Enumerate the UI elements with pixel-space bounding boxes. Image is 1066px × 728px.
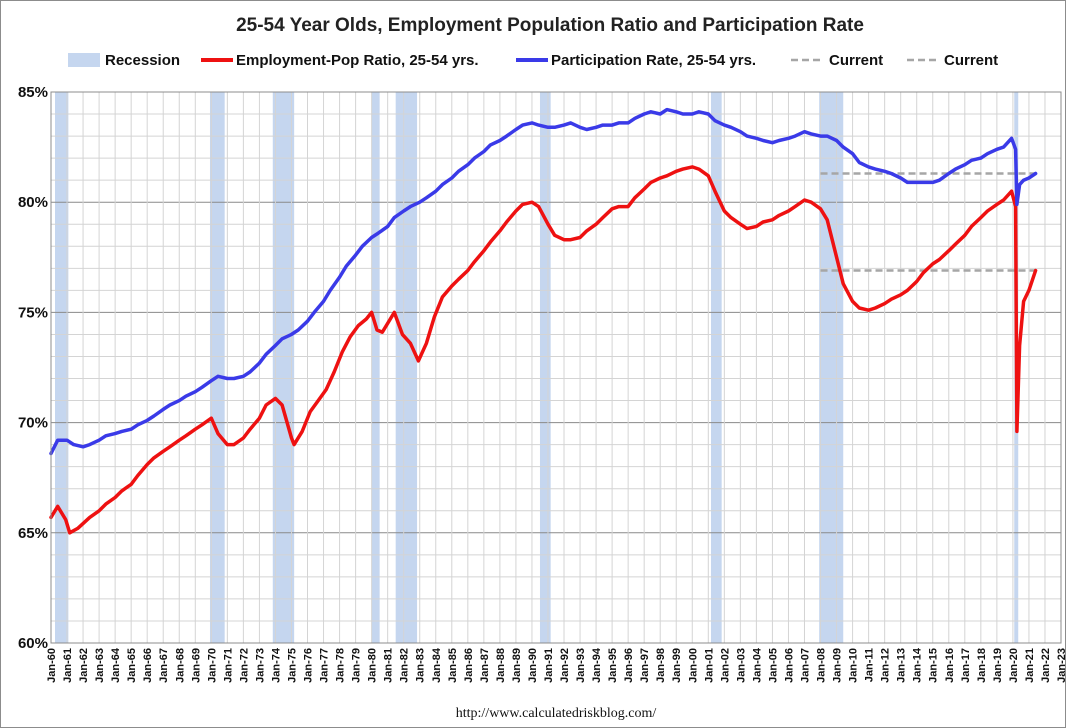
x-tick-label: Jan-05	[767, 648, 779, 683]
x-tick-label: Jan-98	[655, 648, 667, 683]
x-tick-label: Jan-03	[735, 648, 747, 683]
x-tick-label: Jan-11	[864, 648, 876, 682]
x-tick-label: Jan-02	[719, 648, 731, 683]
x-tick-label: Jan-91	[543, 648, 555, 683]
x-tick-label: Jan-73	[254, 648, 266, 683]
series-lines	[49, 107, 1038, 535]
x-tick-label: Jan-68	[174, 648, 186, 683]
x-tick-label: Jan-23	[1056, 648, 1065, 683]
x-tick-label: Jan-96	[623, 648, 635, 683]
y-tick-label: 75%	[18, 304, 48, 321]
x-tick-label: Jan-08	[816, 648, 828, 683]
x-tick-label: Jan-89	[511, 648, 523, 683]
x-tick-label: Jan-22	[1040, 648, 1052, 683]
x-tick-label: Jan-70	[206, 648, 218, 683]
x-tick-label: Jan-60	[46, 648, 58, 683]
series-line	[49, 107, 1038, 456]
legend: Recession Employment-Pop Ratio, 25-54 yrs…	[68, 52, 998, 69]
x-tick-label: Jan-66	[142, 648, 154, 683]
y-tick-label: 70%	[18, 415, 48, 432]
x-tick-label: Jan-16	[944, 648, 956, 683]
series-line	[49, 165, 1038, 535]
x-tick-label: Jan-20	[1008, 648, 1020, 683]
x-tick-label: Jan-97	[639, 648, 651, 683]
x-tick-label: Jan-81	[383, 648, 395, 683]
x-tick-label: Jan-61	[62, 648, 74, 683]
x-tick-label: Jan-62	[78, 648, 90, 683]
x-tick-label: Jan-78	[335, 648, 347, 683]
x-tick-label: Jan-01	[703, 648, 715, 683]
legend-label: Current	[829, 52, 883, 69]
y-tick-label: 80%	[18, 194, 48, 211]
x-tick-label: Jan-74	[270, 647, 282, 683]
y-axis-ticks: 60% 65% 70% 75% 80% 85%	[18, 84, 48, 652]
x-tick-label: Jan-76	[303, 648, 315, 683]
legend-swatch-recession	[68, 53, 100, 67]
x-tick-label: Jan-90	[527, 648, 539, 683]
x-tick-label: Jan-18	[976, 648, 988, 683]
x-tick-label: Jan-71	[222, 648, 234, 683]
chart-title: 25-54 Year Olds, Employment Population R…	[236, 15, 864, 36]
x-tick-label: Jan-80	[367, 648, 379, 683]
recession-band	[819, 92, 844, 643]
x-tick-label: Jan-85	[447, 648, 459, 683]
x-tick-label: Jan-09	[832, 648, 844, 683]
x-tick-label: Jan-94	[591, 647, 603, 683]
recession-band	[395, 92, 418, 643]
recession-band	[539, 92, 551, 643]
legend-label: Recession	[105, 52, 180, 69]
legend-label: Employment-Pop Ratio, 25-54 yrs.	[236, 52, 479, 69]
recession-band	[55, 92, 69, 643]
x-tick-label: Jan-92	[559, 648, 571, 683]
x-tick-label: Jan-04	[751, 647, 763, 683]
x-tick-label: Jan-72	[238, 648, 250, 683]
x-tick-label: Jan-17	[960, 648, 972, 683]
y-tick-label: 65%	[18, 525, 48, 542]
x-tick-label: Jan-06	[783, 648, 795, 683]
x-tick-label: Jan-14	[912, 647, 924, 683]
x-tick-label: Jan-82	[399, 648, 411, 683]
x-tick-label: Jan-64	[110, 647, 122, 683]
y-tick-label: 85%	[18, 84, 48, 101]
x-tick-label: Jan-07	[799, 648, 811, 683]
x-tick-label: Jan-83	[415, 648, 427, 683]
x-tick-label: Jan-13	[896, 648, 908, 683]
x-tick-label: Jan-21	[1024, 648, 1036, 683]
plot-border	[50, 91, 1062, 644]
x-tick-label: Jan-86	[463, 648, 475, 683]
legend-label: Participation Rate, 25-54 yrs.	[551, 52, 756, 69]
x-tick-label: Jan-88	[495, 648, 507, 683]
x-tick-label: Jan-15	[928, 648, 940, 683]
x-tick-label: Jan-69	[190, 648, 202, 683]
x-tick-label: Jan-67	[158, 648, 170, 683]
x-tick-label: Jan-93	[575, 648, 587, 683]
recession-band	[209, 92, 225, 643]
current-lines	[820, 172, 1036, 272]
recession-band	[710, 92, 722, 643]
source-url: http://www.calculatedriskblog.com/	[456, 706, 657, 721]
x-tick-label: Jan-87	[479, 648, 491, 683]
x-tick-label: Jan-63	[94, 648, 106, 683]
recession-band	[272, 92, 295, 643]
x-tick-label: Jan-19	[992, 648, 1004, 683]
y-tick-label: 60%	[18, 635, 48, 652]
recession-band	[371, 92, 380, 643]
x-tick-label: Jan-95	[607, 648, 619, 683]
x-axis-ticks: Jan-60 Jan-61 Jan-62 Jan-63 Jan-64 Jan-65 Jan-…	[46, 647, 1065, 683]
x-tick-label: Jan-79	[351, 648, 363, 683]
x-tick-label: Jan-65	[126, 648, 138, 683]
x-tick-label: Jan-00	[687, 648, 699, 683]
x-tick-label: Jan-10	[848, 648, 860, 683]
x-tick-label: Jan-77	[319, 648, 331, 683]
x-tick-label: Jan-84	[431, 647, 443, 683]
x-tick-label: Jan-75	[286, 648, 298, 683]
legend-label: Current	[944, 52, 998, 69]
x-tick-label: Jan-12	[880, 648, 892, 683]
x-tick-label: Jan-99	[671, 648, 683, 683]
